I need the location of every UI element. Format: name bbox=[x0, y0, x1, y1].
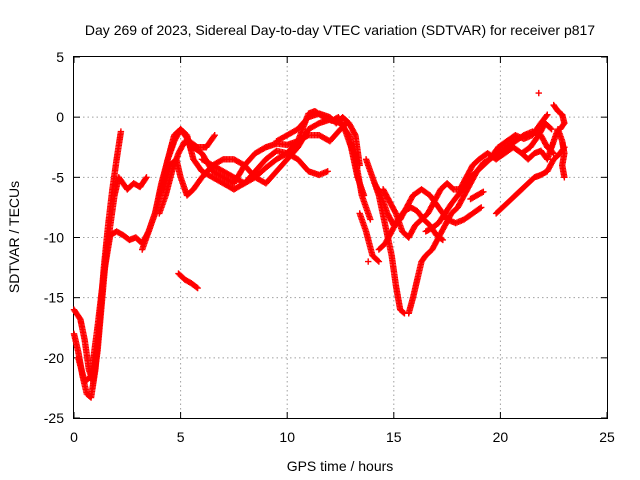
data-point bbox=[210, 133, 218, 140]
x-tick-labels: 0 5 10 15 20 25 bbox=[70, 429, 615, 445]
x-axis-label: GPS time / hours bbox=[287, 458, 394, 474]
data-point bbox=[548, 126, 555, 133]
data-point bbox=[375, 258, 383, 265]
y-tick-label: -10 bbox=[44, 230, 64, 246]
data-point bbox=[400, 309, 407, 316]
series-4 bbox=[139, 126, 331, 253]
data-point bbox=[367, 216, 374, 223]
data-point bbox=[117, 128, 125, 135]
data-point bbox=[351, 130, 358, 138]
y-tick-label: 0 bbox=[56, 109, 64, 125]
data-point bbox=[218, 156, 226, 164]
y-axis-label: SDTVAR / TECUs bbox=[6, 181, 22, 293]
series-7 bbox=[198, 107, 368, 199]
grid-lines bbox=[74, 57, 607, 418]
data-point bbox=[478, 204, 485, 211]
data-point bbox=[535, 89, 542, 97]
series-8 bbox=[273, 110, 363, 169]
x-tick-label: 25 bbox=[599, 429, 615, 445]
x-tick-label: 0 bbox=[70, 429, 78, 445]
chart-title: Day 269 of 2023, Sidereal Day-to-day VTE… bbox=[85, 22, 595, 38]
series-14 bbox=[379, 119, 555, 241]
x-tick-label: 10 bbox=[279, 429, 295, 445]
y-tick-label: 5 bbox=[56, 49, 64, 65]
data-point bbox=[324, 168, 331, 175]
x-tick-label: 5 bbox=[177, 429, 185, 445]
data-point bbox=[439, 236, 447, 244]
data-point bbox=[556, 126, 564, 133]
x-tick-label: 20 bbox=[493, 429, 509, 445]
series-20 bbox=[550, 101, 568, 133]
data-point bbox=[392, 208, 399, 216]
plot-frame bbox=[73, 56, 608, 419]
series-22 bbox=[365, 258, 372, 265]
x-tick-label: 15 bbox=[386, 429, 402, 445]
data-point bbox=[557, 124, 565, 132]
data-point bbox=[374, 257, 382, 264]
data-point bbox=[543, 112, 550, 120]
data-point bbox=[360, 192, 368, 199]
series-17 bbox=[492, 144, 568, 217]
data-point bbox=[544, 111, 551, 118]
data-point bbox=[365, 258, 372, 265]
y-tick-labels: -25 -20 -15 -10 -5 0 5 bbox=[44, 49, 64, 426]
series-10 bbox=[356, 210, 383, 265]
y-tick-label: -25 bbox=[44, 410, 64, 426]
data-point bbox=[193, 284, 200, 291]
data-point bbox=[340, 124, 348, 132]
y-tick-label: -15 bbox=[44, 290, 64, 306]
data-point bbox=[142, 175, 149, 182]
data-point bbox=[356, 162, 363, 169]
data-point bbox=[480, 188, 487, 195]
y-tick-label: -5 bbox=[52, 169, 65, 185]
data-point bbox=[143, 174, 150, 181]
data-point bbox=[476, 205, 484, 212]
y-tick-label: -20 bbox=[44, 350, 64, 366]
data-marks bbox=[70, 89, 568, 401]
data-point bbox=[478, 189, 486, 196]
series-21 bbox=[535, 89, 542, 97]
data-point bbox=[194, 284, 201, 292]
data-point bbox=[561, 174, 568, 181]
data-point bbox=[547, 124, 554, 132]
series-9 bbox=[175, 270, 201, 292]
series-18 bbox=[467, 188, 487, 203]
series-16 bbox=[422, 128, 557, 235]
data-point bbox=[211, 132, 218, 139]
